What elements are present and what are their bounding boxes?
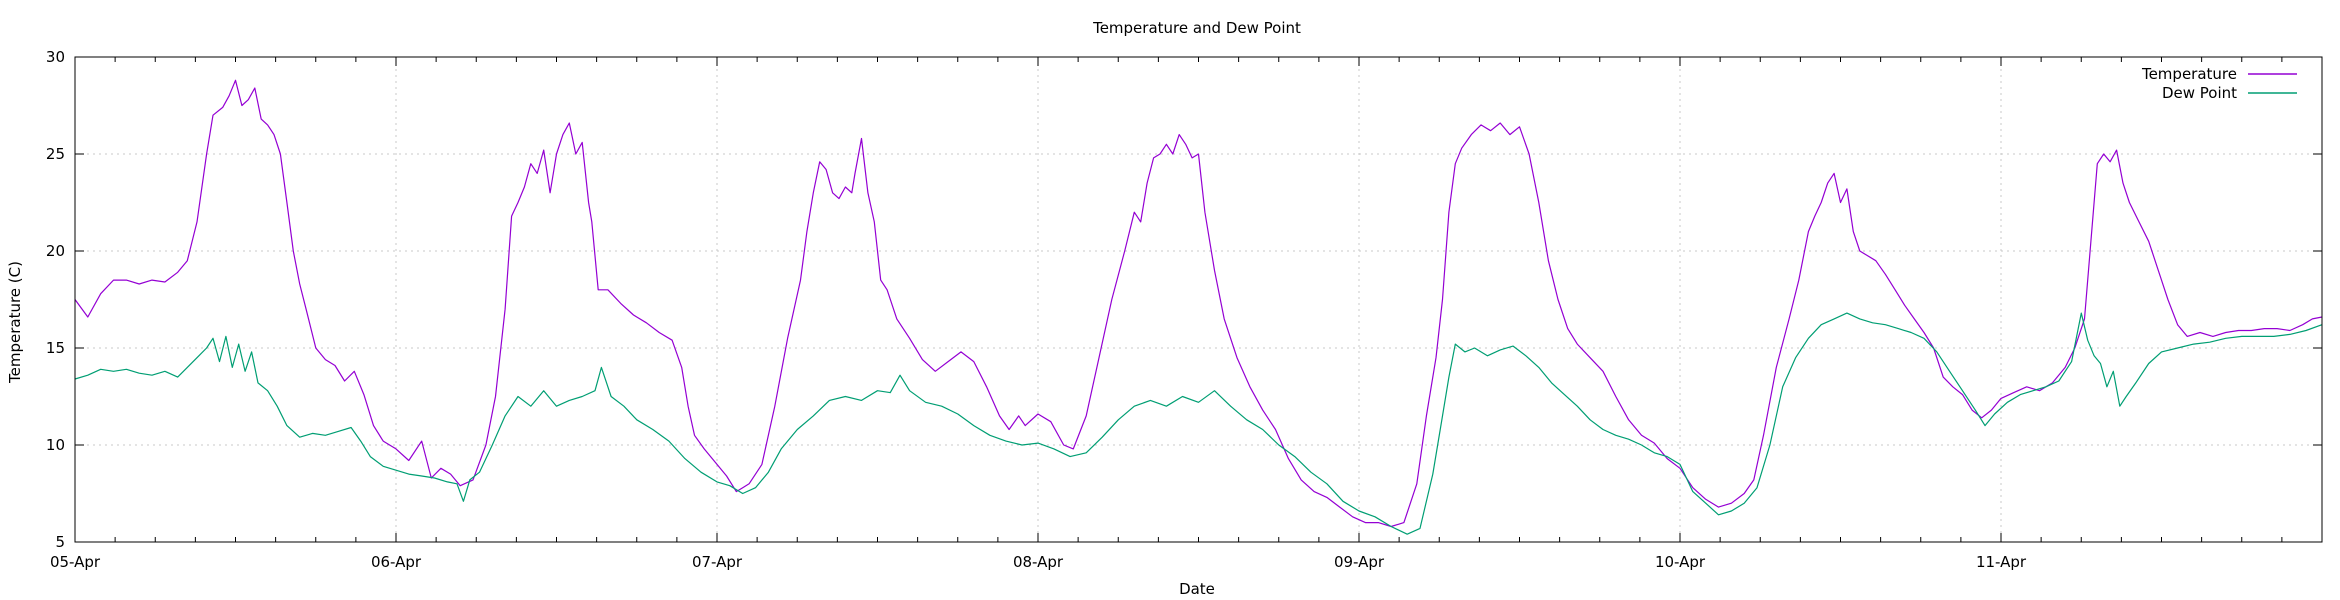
y-tick-label: 10 bbox=[46, 436, 65, 454]
x-axis-title: Date bbox=[1179, 580, 1215, 598]
y-tick-label: 30 bbox=[46, 48, 65, 66]
y-axis-title: Temperature (C) bbox=[6, 261, 24, 384]
y-tick-label: 20 bbox=[46, 242, 65, 260]
x-tick-label: 06-Apr bbox=[371, 553, 422, 571]
x-tick-label: 08-Apr bbox=[1013, 553, 1064, 571]
axis-ticks: 5 10 15 20 25 30 05-Apr 06-Apr 07-Apr 08-Apr 09-Ap… bbox=[46, 48, 2322, 571]
y-tick-label: 5 bbox=[55, 533, 65, 551]
x-tick-label: 07-Apr bbox=[692, 553, 743, 571]
y-tick-label: 25 bbox=[46, 145, 65, 163]
x-tick-label: 10-Apr bbox=[1655, 553, 1706, 571]
series-lines bbox=[74, 79, 2323, 535]
chart-title: Temperature and Dew Point bbox=[1092, 19, 1301, 37]
legend-label: Dew Point bbox=[2162, 84, 2237, 102]
x-tick-label: 05-Apr bbox=[50, 553, 101, 571]
x-tick-label: 11-Apr bbox=[1976, 553, 2027, 571]
x-tick-label: 09-Apr bbox=[1334, 553, 1385, 571]
series-line-dew-point bbox=[74, 312, 2323, 535]
y-tick-label: 15 bbox=[46, 339, 65, 357]
legend-label: Temperature bbox=[2141, 65, 2237, 83]
series-line-temperature bbox=[74, 79, 2323, 528]
